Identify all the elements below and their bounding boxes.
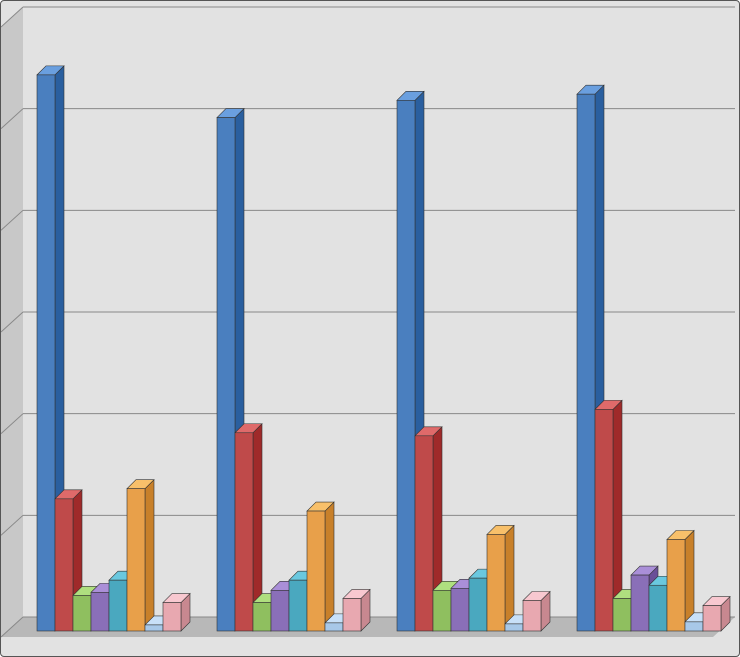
bar — [667, 531, 694, 632]
bar — [127, 480, 154, 631]
bar-chart — [0, 0, 740, 657]
bar — [343, 589, 370, 631]
bar — [163, 594, 190, 631]
bar — [487, 525, 514, 631]
bar — [307, 502, 334, 631]
bars-layer — [1, 1, 740, 657]
bar — [703, 597, 730, 631]
bar — [523, 592, 550, 632]
